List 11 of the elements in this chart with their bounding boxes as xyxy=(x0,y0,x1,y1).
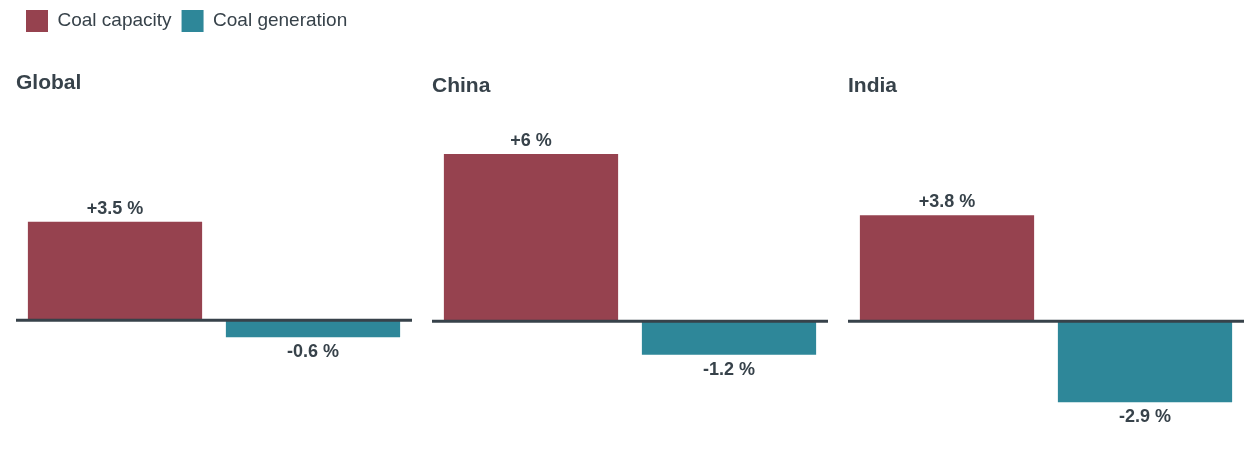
data-label: -1.2 % xyxy=(702,358,756,379)
data-label: +3.8 % xyxy=(918,191,976,212)
chart-title: China xyxy=(432,73,491,97)
chart-title: India xyxy=(848,73,898,97)
legend-label: Coal generation xyxy=(213,9,348,31)
legend-label: Coal capacity xyxy=(57,9,173,31)
data-label: -2.9 % xyxy=(1118,406,1172,427)
data-label: +3.5 % xyxy=(86,197,144,218)
data-label: +6 % xyxy=(510,129,552,150)
chart-title: Global xyxy=(16,70,82,94)
data-label: -0.6 % xyxy=(286,341,340,362)
